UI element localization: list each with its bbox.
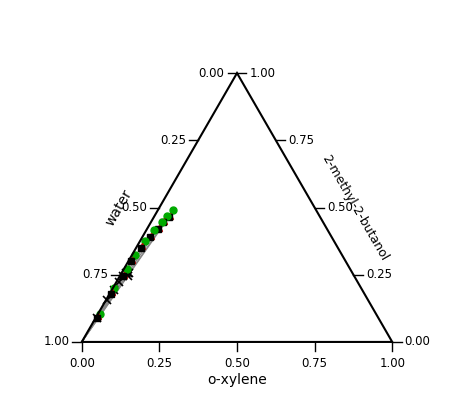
Text: 1.00: 1.00 [379, 357, 405, 370]
Text: 1.00: 1.00 [249, 67, 275, 79]
Text: 2-methyl-2-butanol: 2-methyl-2-butanol [319, 152, 391, 263]
Text: 0.00: 0.00 [199, 67, 225, 79]
Text: 0.50: 0.50 [121, 201, 147, 214]
Text: 0.75: 0.75 [301, 357, 328, 370]
Text: 0.75: 0.75 [82, 268, 108, 281]
Text: 0.25: 0.25 [160, 134, 186, 147]
Text: 1.00: 1.00 [43, 336, 69, 349]
Text: 0.25: 0.25 [146, 357, 173, 370]
Text: 0.75: 0.75 [288, 134, 314, 147]
Text: 0.00: 0.00 [69, 357, 95, 370]
Text: 0.50: 0.50 [224, 357, 250, 370]
Text: water: water [103, 187, 135, 228]
Text: o-xylene: o-xylene [207, 373, 267, 387]
Text: 0.00: 0.00 [405, 336, 430, 349]
Text: 0.50: 0.50 [327, 201, 353, 214]
Text: 0.25: 0.25 [366, 268, 392, 281]
